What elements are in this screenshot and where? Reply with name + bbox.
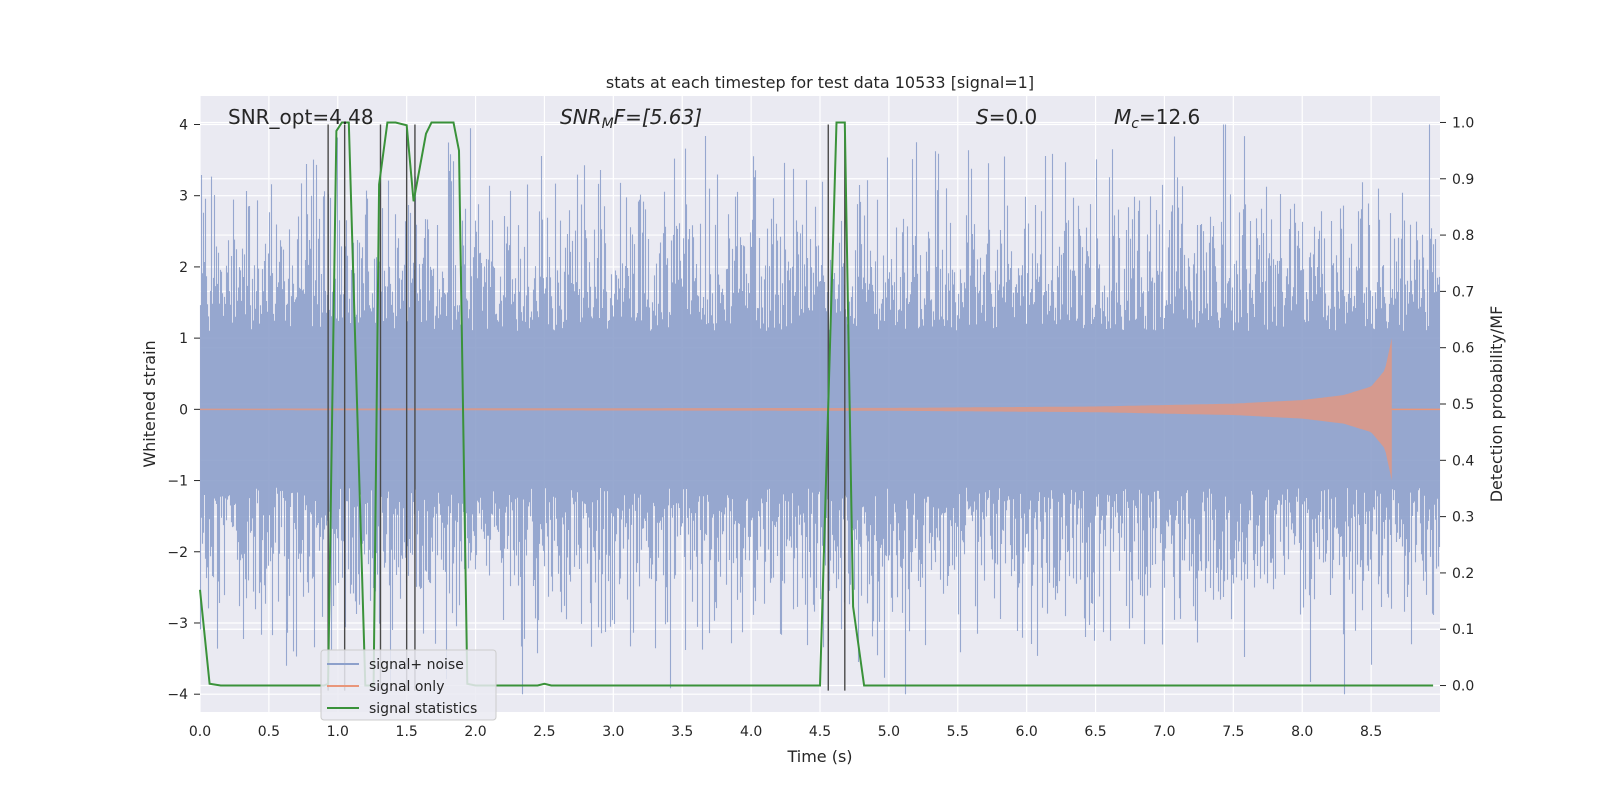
- y-left-tick-label: −1: [167, 474, 188, 490]
- x-tick-label: 4.5: [809, 724, 831, 740]
- y-right-axis-label: Detection probability/MF: [1487, 306, 1506, 503]
- legend-box: [320, 649, 497, 721]
- y-left-tick-label: −4: [167, 687, 188, 703]
- legend-label-signal-plus-noise: signal+ noise: [369, 657, 464, 673]
- annotation-mc-rest: =12.6: [1139, 105, 1200, 129]
- y-left-tick-label: 1: [179, 331, 188, 347]
- x-tick-label: 7.0: [1153, 724, 1175, 740]
- y-right-tick-label: 0.8: [1452, 228, 1474, 244]
- y-left-tick-label: 2: [179, 260, 188, 276]
- signal-statistics-line: [199, 121, 1434, 687]
- chart-title: stats at each timestep for test data 105…: [606, 73, 1034, 92]
- y-right-tick-label: 0.3: [1452, 510, 1474, 526]
- annotation-mc-sub: c: [1131, 116, 1139, 132]
- x-tick-label: 8.5: [1360, 724, 1382, 740]
- annotation-snr-mf-main: SNR: [560, 105, 602, 129]
- y-left-tick-label: 4: [179, 117, 188, 133]
- y-right-tick-label: 1.0: [1452, 115, 1474, 131]
- x-tick-label: 6.0: [1016, 724, 1038, 740]
- x-tick-label: 8.0: [1291, 724, 1313, 740]
- signal-only-envelope: [200, 338, 1392, 481]
- y-left-tick-label: 3: [179, 189, 188, 205]
- legend-label-signal-only: signal only: [369, 679, 444, 695]
- annotation-snr-opt: SNR_opt=4.48: [228, 105, 374, 129]
- vertical-markers: [327, 124, 846, 691]
- x-tick-label: 0.5: [258, 724, 280, 740]
- x-tick-label: 2.0: [464, 724, 486, 740]
- series-signal-plus-noise: [199, 124, 1441, 695]
- y-left-axis-label: Whitened strain: [140, 340, 159, 467]
- annotation-s: S=0.0: [976, 105, 1037, 129]
- y-left-axis-ticks: 4 3 2 1 0 −1 −2 −3 −4: [167, 117, 200, 703]
- x-axis-label: Time (s): [786, 747, 852, 766]
- annotation-mc: Mc=12.6: [1114, 105, 1200, 132]
- signal-plus-noise-trace: [199, 124, 1441, 695]
- y-right-axis-ticks: 1.0 0.9 0.8 0.7 0.6 0.5 0.4 0.3 0.2 0.1 0.0: [1440, 115, 1474, 695]
- series-signal-only: [200, 338, 1440, 481]
- annotation-snr-mf: SNRMF=[5.63]: [560, 105, 702, 132]
- x-tick-label: 5.5: [947, 724, 969, 740]
- x-tick-label: 5.0: [878, 724, 900, 740]
- y-right-tick-label: 0.7: [1452, 284, 1474, 300]
- x-tick-label: 1.5: [396, 724, 418, 740]
- y-right-tick-label: 0.9: [1452, 172, 1474, 188]
- annotation-snr-mf-rest: F=[5.63]: [614, 105, 702, 129]
- x-tick-label: 7.5: [1222, 724, 1244, 740]
- y-right-tick-label: 0.2: [1452, 566, 1474, 582]
- x-tick-label: 6.5: [1084, 724, 1106, 740]
- y-right-tick-label: 0.1: [1452, 622, 1474, 638]
- annotation-snr-mf-sub: M: [602, 116, 614, 132]
- x-tick-label: 4.0: [740, 724, 762, 740]
- x-tick-label: 3.5: [671, 724, 693, 740]
- legend: signal+ noise signal only signal statist…: [320, 649, 497, 721]
- legend-label-signal-statistics: signal statistics: [369, 701, 477, 717]
- annotation-s-rest: =0.0: [989, 105, 1038, 129]
- x-axis-ticks: 0.0 0.5 1.0 1.5 2.0 2.5 3.0 3.5 4.0 4.5 5.0 5.5 6.0 6…: [189, 724, 1382, 740]
- y-left-tick-label: −2: [167, 545, 188, 561]
- y-right-tick-label: 0.0: [1452, 679, 1474, 695]
- y-right-tick-label: 0.4: [1452, 453, 1474, 469]
- annotation-s-italic: S: [976, 105, 989, 129]
- x-tick-label: 3.0: [602, 724, 624, 740]
- y-right-tick-label: 0.6: [1452, 341, 1474, 357]
- series-signal-statistics: [199, 121, 1434, 687]
- y-left-tick-label: 0: [179, 402, 188, 418]
- annotation-mc-main: M: [1114, 105, 1131, 129]
- y-right-tick-label: 0.5: [1452, 397, 1474, 413]
- x-tick-label: 1.0: [327, 724, 349, 740]
- x-tick-label: 2.5: [533, 724, 555, 740]
- y-left-tick-label: −3: [167, 616, 188, 632]
- x-tick-label: 0.0: [189, 724, 211, 740]
